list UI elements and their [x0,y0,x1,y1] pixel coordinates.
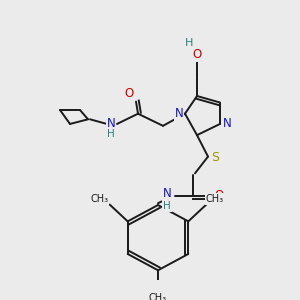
Text: N: N [223,118,231,130]
Text: CH₃: CH₃ [91,194,109,204]
Text: N: N [163,188,171,200]
Text: CH₃: CH₃ [205,194,224,204]
Text: O: O [124,87,134,100]
Text: N: N [106,116,116,130]
Text: H: H [185,38,193,48]
Text: H: H [163,201,171,211]
Text: O: O [192,49,202,62]
Text: S: S [211,151,219,164]
Text: O: O [214,189,224,202]
Text: H: H [107,129,115,139]
Text: CH₃: CH₃ [149,293,167,300]
Text: N: N [175,107,183,120]
